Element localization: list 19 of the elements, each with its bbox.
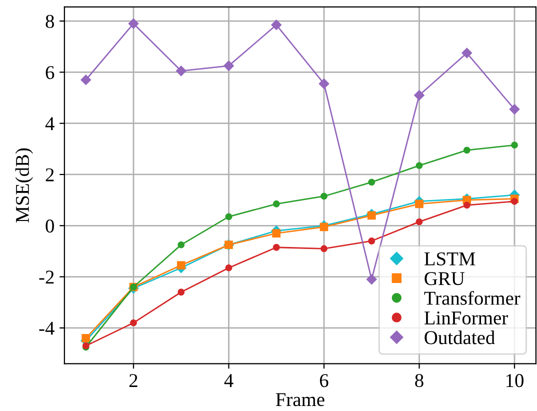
y-tick-label: 2 (46, 168, 54, 182)
y-tick-label: 8 (46, 14, 54, 28)
x-tick-label: 4 (224, 374, 234, 387)
legend-label: LSTM (424, 252, 476, 266)
y-tick-label: 6 (46, 66, 54, 80)
legend-label: GRU (424, 272, 465, 286)
legend-label: Transformer (424, 290, 520, 305)
x-tick-label: 6 (320, 374, 328, 388)
y-tick-label: 4 (45, 117, 54, 130)
x-tick-label: 8 (415, 374, 424, 388)
y-tick-label: 0 (46, 219, 54, 233)
legend-label: Outdated (424, 330, 495, 344)
legend-label: LinFormer (424, 311, 508, 325)
x-axis-title: Frame (276, 393, 324, 406)
x-tick-label: 10 (506, 374, 524, 388)
y-tick-label: -4 (39, 322, 54, 335)
y-axis-title: MSE(dB) (15, 148, 33, 223)
x-tick-label: 2 (129, 374, 138, 387)
y-tick-label: -2 (39, 270, 54, 284)
